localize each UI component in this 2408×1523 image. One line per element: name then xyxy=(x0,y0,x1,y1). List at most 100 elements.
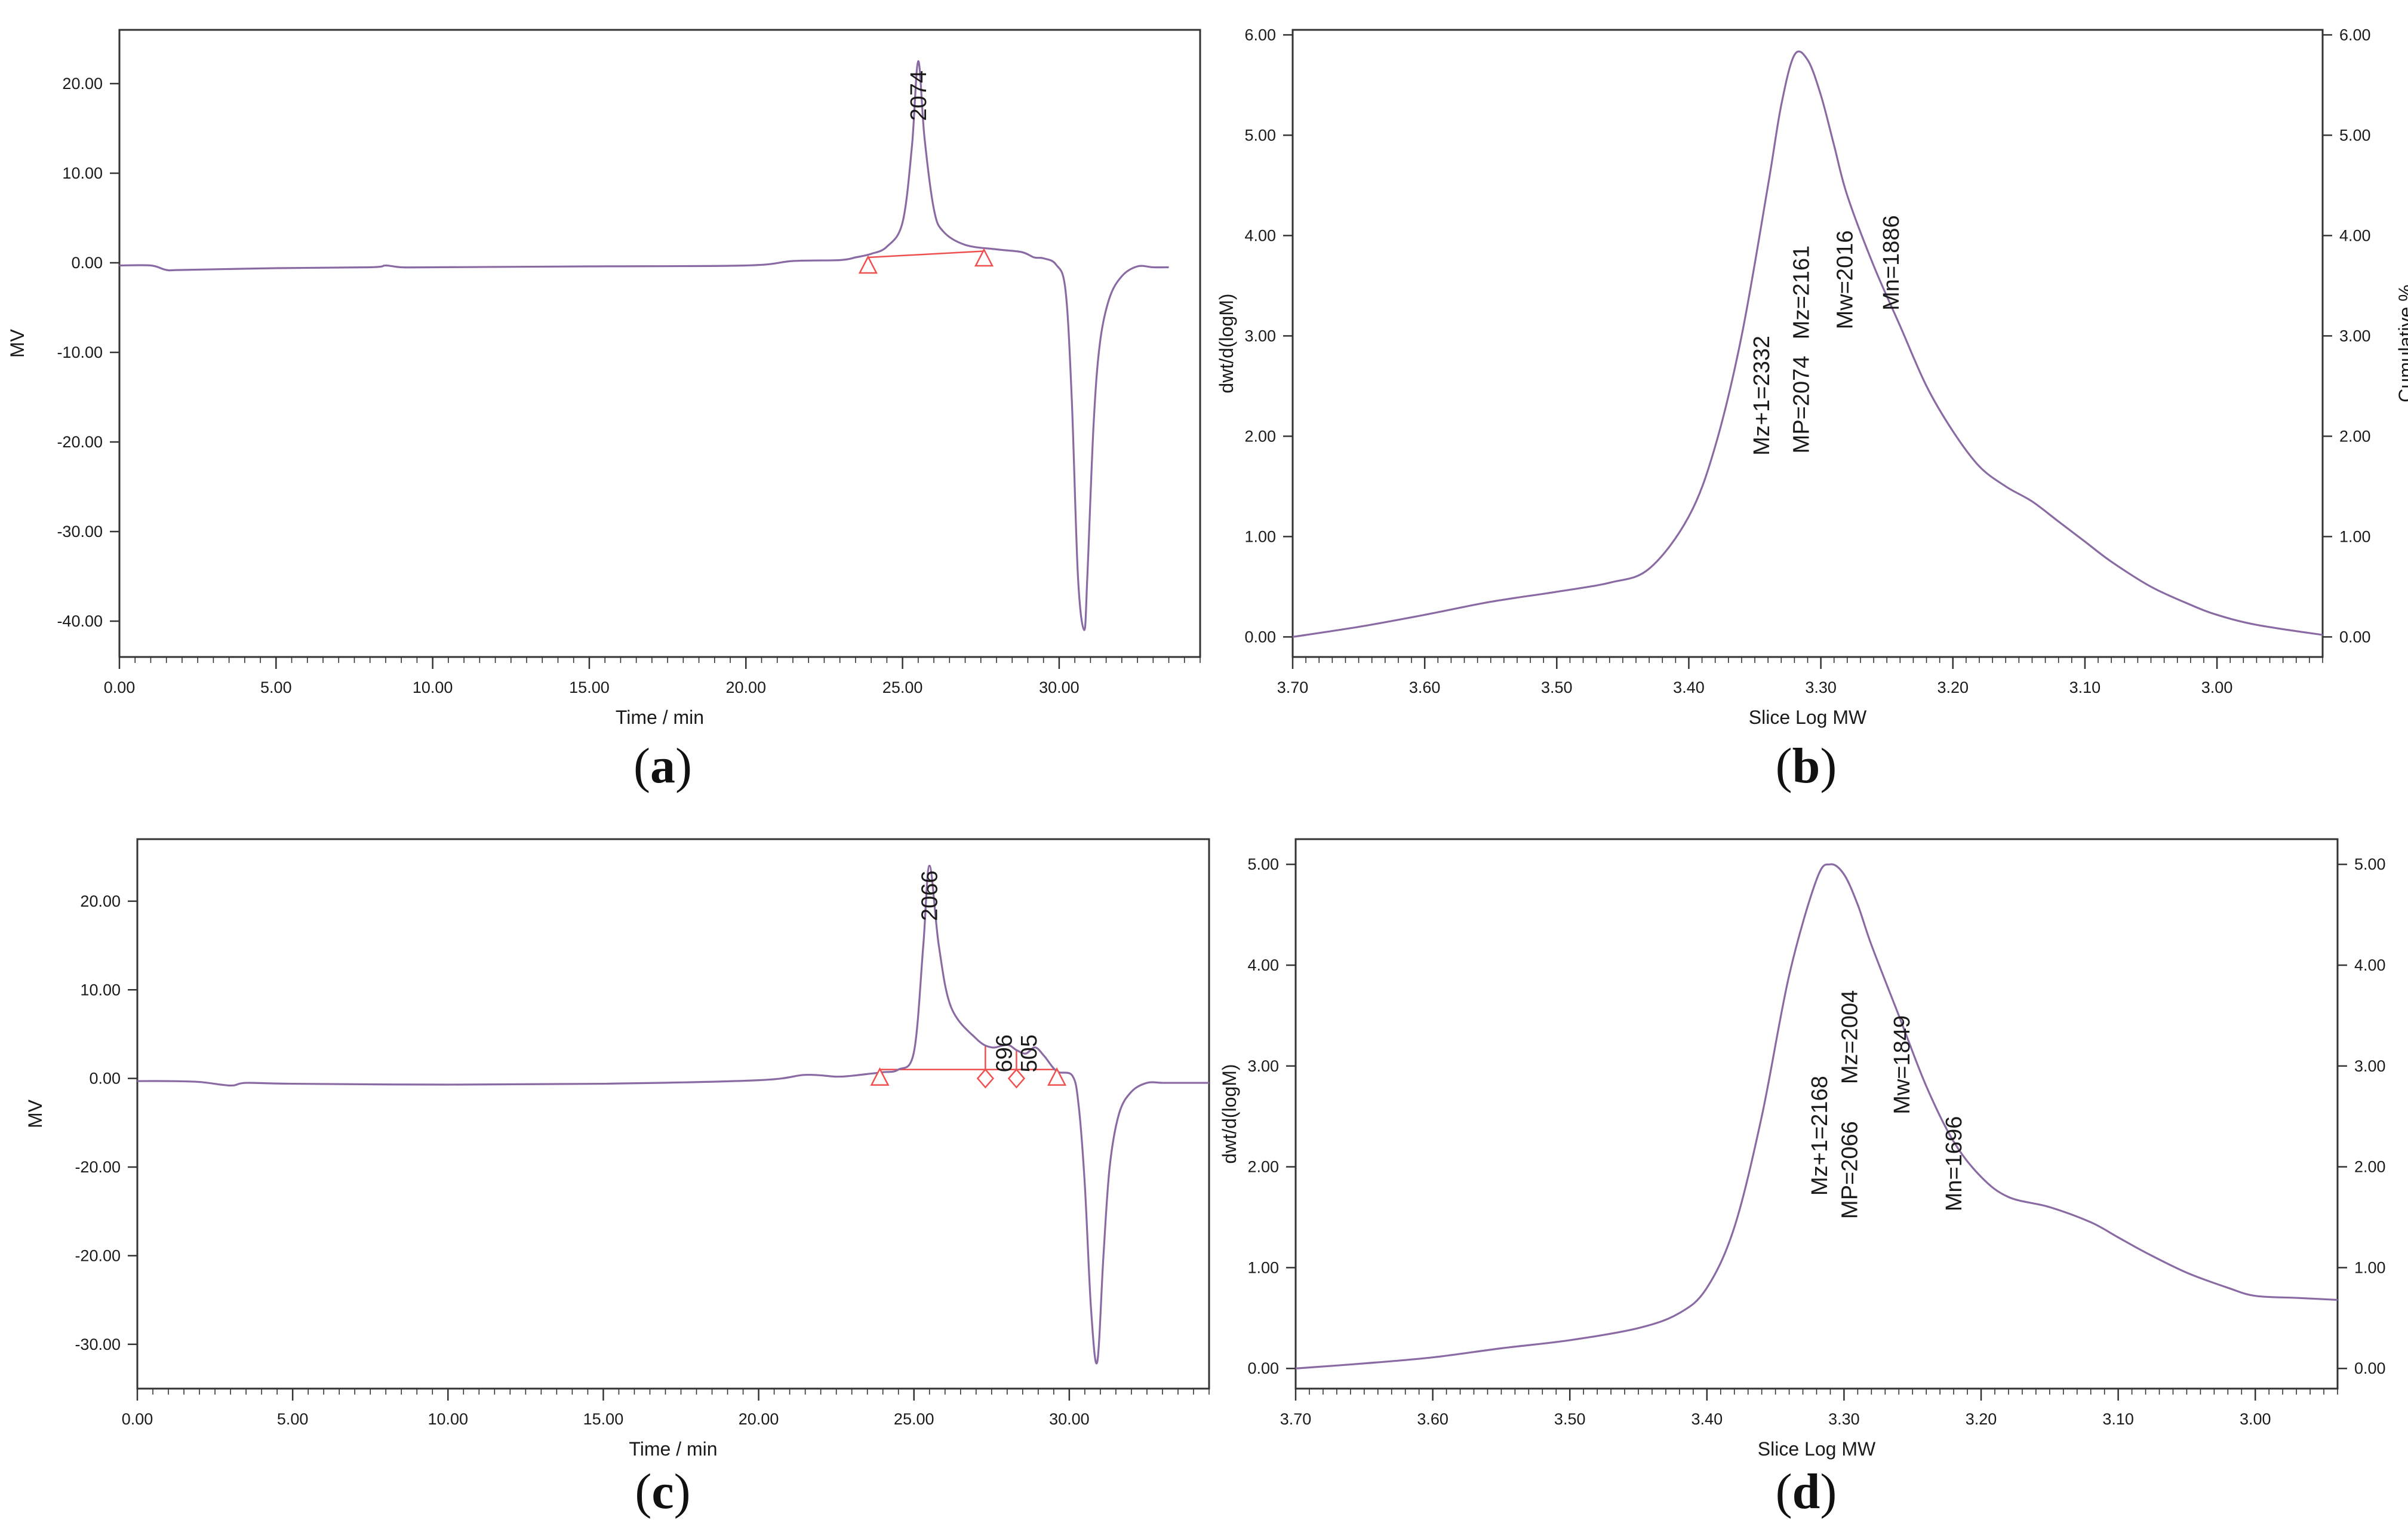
plot-frame xyxy=(136,838,1210,1390)
peak-annotation: Mn=1886 xyxy=(1879,215,1904,311)
x-tick-label: 0.00 xyxy=(104,678,136,696)
y-tick-label: 6.00 xyxy=(1244,26,1276,44)
panel-label-paren: ) xyxy=(675,738,692,794)
y-tick-label: -20.00 xyxy=(75,1246,121,1264)
integration-baseline xyxy=(868,250,985,259)
y-tick-label: 3.00 xyxy=(1244,327,1276,345)
y-right-tick-label: 4.00 xyxy=(2354,956,2386,974)
x-tick-label: 0.00 xyxy=(122,1410,153,1428)
panel-label: (c) xyxy=(635,1464,690,1519)
x-tick-label: 3.50 xyxy=(1541,678,1573,696)
series-line xyxy=(1296,863,2338,1370)
x-tick-label: 3.20 xyxy=(1937,678,1969,696)
y-right-tick-label: 0.00 xyxy=(2339,628,2371,646)
y-right-tick-label: 5.00 xyxy=(2339,126,2371,144)
peak-annotation: 2074 xyxy=(906,70,931,121)
y-tick-label: 0.00 xyxy=(89,1070,121,1088)
y-tick-label: -30.00 xyxy=(75,1335,121,1353)
x-tick-label: 20.00 xyxy=(725,678,766,696)
x-tick-label: 3.60 xyxy=(1417,1410,1449,1428)
panel-label-letter: c xyxy=(651,1464,673,1519)
peak-annotation: Mz=2161 xyxy=(1789,245,1814,339)
y-axis-label: dwt/d(logM) xyxy=(1216,293,1237,393)
peak-annotation: Mz+1=2332 xyxy=(1749,336,1775,456)
x-tick-label: 10.00 xyxy=(413,678,453,696)
series-line xyxy=(1293,50,2323,638)
x-axis-label: Slice Log MW xyxy=(1758,1438,1876,1460)
y-tick-label: -10.00 xyxy=(57,343,103,361)
y-right-tick-label: 3.00 xyxy=(2354,1057,2386,1075)
x-tick-label: 30.00 xyxy=(1039,678,1080,696)
y-tick-label: -30.00 xyxy=(57,523,103,541)
y-tick-label: 0.00 xyxy=(1244,628,1276,646)
y-right-tick-label: 0.00 xyxy=(2354,1359,2386,1377)
panel-label-paren: ) xyxy=(1820,738,1837,794)
panel-label: (b) xyxy=(1776,738,1837,794)
peak-boundary-marker xyxy=(870,1067,890,1086)
x-axis-label: Time / min xyxy=(629,1438,717,1460)
y-axis-label: MV xyxy=(7,328,28,358)
panel-label-letter: b xyxy=(1792,738,1820,794)
x-tick-label: 15.00 xyxy=(583,1410,624,1428)
panel-label-letter: a xyxy=(650,738,675,794)
y-tick-label: 5.00 xyxy=(1247,855,1279,873)
peak-annotation: 505 xyxy=(1017,1034,1042,1072)
y-axis-label: MV xyxy=(24,1099,46,1128)
y-tick-label: 20.00 xyxy=(62,75,103,93)
plot-frame xyxy=(1291,29,2324,658)
x-tick-label: 3.40 xyxy=(1692,1410,1723,1428)
peak-boundary-marker xyxy=(858,255,878,274)
peak-split-marker xyxy=(976,1068,995,1089)
y-right-tick-label: 1.00 xyxy=(2339,527,2371,545)
y-tick-label: 1.00 xyxy=(1247,1258,1279,1276)
panel-label-paren: ( xyxy=(1776,1464,1792,1519)
y-tick-label: 2.00 xyxy=(1247,1158,1279,1176)
peak-boundary-marker xyxy=(1047,1067,1067,1086)
x-tick-label: 15.00 xyxy=(569,678,610,696)
y-tick-label: 0.00 xyxy=(71,254,103,272)
peak-annotation: 2066 xyxy=(918,871,943,922)
y-tick-label: 10.00 xyxy=(80,981,121,999)
chart-a: 0.00 5.00 10.00 15.00 20.00 25.00 30.00 20.00 10… xyxy=(7,29,1201,794)
y-right-tick-label: 2.00 xyxy=(2354,1158,2386,1176)
x-tick-label: 3.40 xyxy=(1673,678,1705,696)
y-tick-label: -20.00 xyxy=(57,433,103,451)
x-axis-label: Time / min xyxy=(616,707,704,728)
x-tick-label: 5.00 xyxy=(260,678,292,696)
plot-frame xyxy=(118,29,1201,658)
y-right-tick-label: 1.00 xyxy=(2354,1258,2386,1276)
chart-d: 3.70 3.60 3.50 3.40 3.30 3.20 3.10 3.00 0.00 0.00… xyxy=(1219,838,2386,1519)
x-tick-label: 3.50 xyxy=(1554,1410,1586,1428)
y-tick-label: 2.00 xyxy=(1244,427,1276,445)
x-tick-label: 3.70 xyxy=(1280,1410,1312,1428)
peak-annotation: Mw=2016 xyxy=(1832,231,1857,330)
panel-label-paren: ( xyxy=(635,1464,651,1519)
x-tick-label: 30.00 xyxy=(1049,1410,1090,1428)
x-tick-label: 3.30 xyxy=(1805,678,1837,696)
peak-annotation: Mz+1=2168 xyxy=(1807,1076,1832,1196)
series-line xyxy=(119,60,1169,631)
y-tick-label: 4.00 xyxy=(1247,956,1279,974)
peak-annotation: 696 xyxy=(992,1034,1017,1072)
x-tick-label: 3.60 xyxy=(1409,678,1441,696)
peak-annotation: Mw=1849 xyxy=(1890,1015,1915,1114)
x-tick-label: 3.10 xyxy=(2102,1410,2134,1428)
series-line xyxy=(137,864,1209,1365)
peak-annotation: Mn=1696 xyxy=(1942,1116,1967,1212)
x-tick-label: 25.00 xyxy=(894,1410,934,1428)
y-tick-label: -20.00 xyxy=(75,1158,121,1176)
peak-annotation: MP=2066 xyxy=(1838,1121,1863,1219)
chart-b: 3.70 3.60 3.50 3.40 3.30 3.20 3.10 3.00 0.00 0.00… xyxy=(1216,26,2408,794)
x-tick-label: 3.20 xyxy=(1966,1410,1997,1428)
x-tick-label: 3.30 xyxy=(1828,1410,1860,1428)
y-tick-label: 20.00 xyxy=(80,892,121,910)
panel-label-paren: ( xyxy=(1776,738,1792,794)
y-tick-label: 10.00 xyxy=(62,164,103,182)
x-tick-label: 25.00 xyxy=(882,678,923,696)
x-tick-label: 5.00 xyxy=(277,1410,309,1428)
x-tick-label: 20.00 xyxy=(739,1410,779,1428)
peak-split-marker xyxy=(1007,1068,1026,1089)
y-right-tick-label: 2.00 xyxy=(2339,427,2371,445)
y-tick-label: -40.00 xyxy=(57,612,103,630)
